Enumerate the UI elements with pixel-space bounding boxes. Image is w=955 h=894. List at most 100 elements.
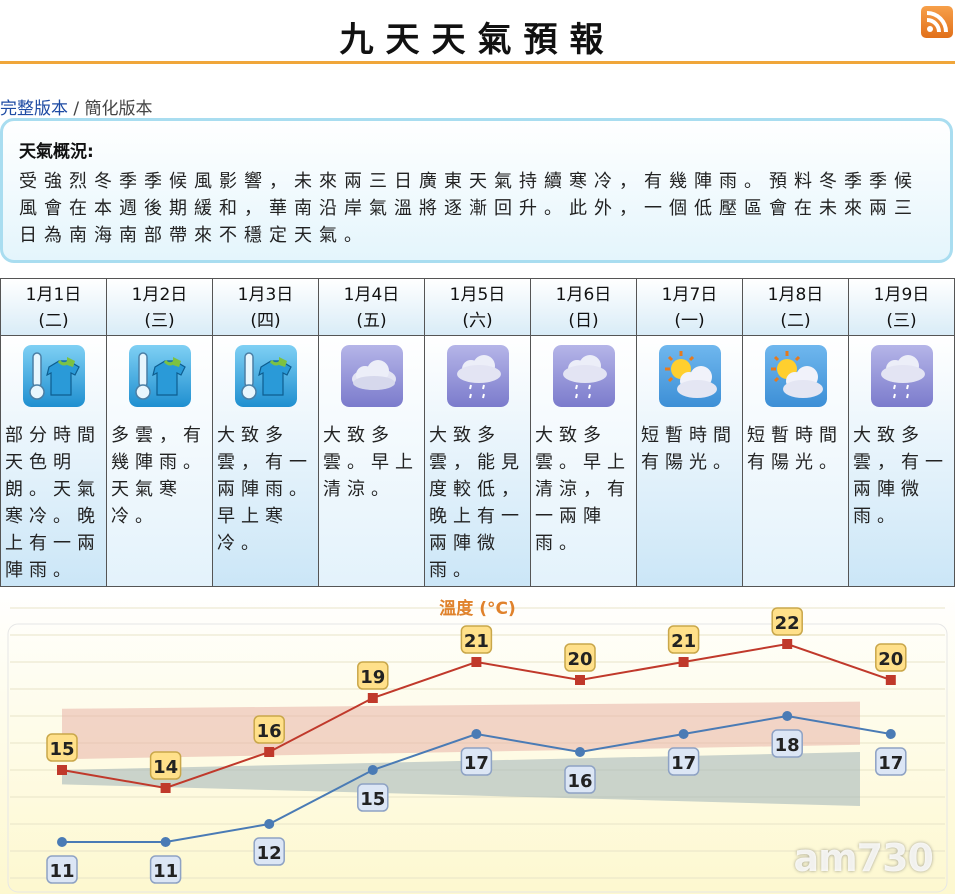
day-header: 1月6日 (日) bbox=[531, 279, 636, 336]
day-description: 部分時間天色明朗。天氣寒冷。晚上有一兩陣雨。 bbox=[5, 425, 101, 581]
day-weekday: (二) bbox=[780, 311, 811, 331]
day-weekday: (一) bbox=[674, 311, 705, 331]
day-header: 1月9日 (三) bbox=[849, 279, 954, 336]
day-column: 1月2日 (三) 多雲，有幾陣雨。天氣寒冷。 bbox=[107, 279, 213, 586]
min-temp-label-box bbox=[875, 747, 907, 776]
min-temp-label: 16 bbox=[567, 771, 592, 792]
day-weekday: (二) bbox=[38, 311, 69, 331]
day-date: 1月3日 bbox=[237, 285, 294, 305]
min-temp-label: 12 bbox=[257, 843, 282, 864]
min-temp-point bbox=[678, 729, 689, 739]
weather-icon-wrap bbox=[1, 336, 106, 416]
day-date: 1月6日 bbox=[555, 285, 612, 305]
day-column: 1月3日 (四) 大致多雲，有一兩陣雨。早上寒冷。 bbox=[213, 279, 319, 586]
max-temp-label-box bbox=[564, 643, 596, 672]
day-description: 多雲，有幾陣雨。天氣寒冷。 bbox=[111, 425, 207, 527]
overview-text: 受強烈冬季季候風影響，未來兩三日廣東天氣持續寒冷，有幾陣雨。預料冬季季候風會在本… bbox=[19, 171, 919, 246]
day-body: 大致多雲。早上清涼，有一兩陣雨。 bbox=[531, 336, 636, 586]
max-temp-point bbox=[264, 747, 275, 757]
day-weekday: (五) bbox=[356, 311, 387, 331]
max-temp-label-box bbox=[149, 751, 182, 780]
day-body: 大致多雲。早上清涼。 bbox=[319, 336, 424, 586]
min-temp-point bbox=[471, 729, 482, 739]
temperature-chart: 15 14 16 19 21 20 21 22 20 11 11 12 15 17 16 17 18 17 溫度 … bbox=[0, 588, 955, 894]
weather-icon-wrap bbox=[849, 336, 954, 416]
day-date: 1月1日 bbox=[25, 285, 82, 305]
day-date: 1月2日 bbox=[131, 285, 188, 305]
day-body: 大致多雲，有一兩陣微雨。 bbox=[849, 336, 954, 586]
min-temp-point bbox=[160, 837, 171, 847]
min-temp-range-band bbox=[62, 752, 860, 806]
day-column: 1月4日 (五) 大致多雲。早上清涼。 bbox=[319, 279, 425, 586]
min-temp-label-box bbox=[253, 837, 285, 866]
max-temp-point bbox=[57, 765, 67, 775]
chart-frame bbox=[7, 623, 948, 893]
min-temp-point bbox=[782, 711, 793, 721]
day-date: 1月4日 bbox=[343, 285, 400, 305]
min-temp-label: 17 bbox=[464, 753, 489, 774]
day-weekday: (六) bbox=[462, 311, 493, 331]
day-column: 1月9日 (三) 大致多雲，有一兩陣微雨。 bbox=[849, 279, 955, 586]
min-temp-point bbox=[575, 747, 585, 757]
chart-title: 溫度 (°C) bbox=[439, 599, 516, 619]
watermark-logo: am730 bbox=[793, 836, 934, 880]
day-header: 1月5日 (六) bbox=[425, 279, 530, 336]
max-temp-label: 22 bbox=[775, 613, 800, 634]
simple-version-label[interactable]: 簡化版本 bbox=[84, 99, 153, 119]
min-temp-point bbox=[885, 729, 896, 739]
min-temp-label: 15 bbox=[360, 789, 385, 810]
max-temp-label: 16 bbox=[257, 721, 282, 742]
cloudy-icon bbox=[340, 345, 403, 407]
sunny-periods-icon bbox=[764, 345, 827, 407]
max-temp-label: 21 bbox=[671, 631, 696, 652]
full-version-link[interactable]: 完整版本 bbox=[0, 99, 68, 119]
day-body: 短暫時間有陽光。 bbox=[743, 336, 848, 586]
day-header: 1月2日 (三) bbox=[107, 279, 212, 336]
page-title: 九天天氣預報 bbox=[339, 20, 616, 60]
min-temp-point bbox=[57, 837, 67, 847]
min-temp-label-box bbox=[771, 729, 803, 758]
max-temp-label-box bbox=[46, 733, 78, 762]
day-description: 大致多雲。早上清涼，有一兩陣雨。 bbox=[535, 425, 631, 554]
overview-heading: 天氣概況: bbox=[19, 142, 94, 162]
weather-icon-wrap bbox=[319, 336, 424, 416]
weather-icon-wrap bbox=[213, 336, 318, 416]
version-switch: 完整版本 / 簡化版本 bbox=[0, 94, 153, 119]
day-date: 1月7日 bbox=[661, 285, 718, 305]
max-temp-label: 19 bbox=[360, 667, 385, 688]
min-temp-label-box bbox=[564, 765, 596, 794]
weather-icon-wrap bbox=[425, 336, 530, 416]
cold-icon bbox=[22, 345, 85, 407]
min-temp-point bbox=[264, 819, 275, 829]
day-column: 1月6日 (日) 大致多雲。早上清涼，有一兩陣雨。 bbox=[531, 279, 637, 586]
weather-icon-wrap bbox=[531, 336, 636, 416]
day-description: 大致多雲。早上清涼。 bbox=[323, 425, 419, 500]
min-temp-label: 17 bbox=[671, 753, 696, 774]
max-temp-label-box bbox=[667, 625, 700, 654]
rss-icon[interactable] bbox=[921, 6, 953, 38]
day-date: 1月9日 bbox=[873, 285, 930, 305]
min-temp-label: 11 bbox=[49, 861, 74, 882]
day-column: 1月5日 (六) 大致多雲，能見度較低，晚上有一兩陣微雨。 bbox=[425, 279, 531, 586]
forecast-grid: 1月1日 (二) 部分時間天色明朗。天氣寒冷。晚上有一兩陣雨。 1月2日 (三) 多雲，有… bbox=[0, 278, 955, 587]
rain-icon bbox=[552, 345, 615, 407]
day-description: 大致多雲，能見度較低，晚上有一兩陣微雨。 bbox=[429, 425, 525, 581]
max-temp-point bbox=[160, 783, 171, 793]
day-description: 大致多雲，有一兩陣微雨。 bbox=[853, 425, 949, 527]
day-header: 1月1日 (二) bbox=[1, 279, 106, 336]
cold-icon bbox=[128, 345, 191, 407]
weather-icon-wrap bbox=[743, 336, 848, 416]
max-temp-label-box bbox=[771, 607, 803, 636]
sunny-periods-icon bbox=[658, 345, 721, 407]
day-header: 1月3日 (四) bbox=[213, 279, 318, 336]
max-temp-point bbox=[782, 639, 793, 649]
max-temp-label-box bbox=[357, 661, 389, 690]
min-temp-label-box bbox=[357, 783, 389, 812]
weather-overview-panel: 天氣概況: 受強烈冬季季候風影響，未來兩三日廣東天氣持續寒冷，有幾陣雨。預料冬季… bbox=[0, 118, 953, 263]
day-weekday: (三) bbox=[144, 311, 175, 331]
page-header: 九天天氣預報 bbox=[0, 0, 955, 64]
day-header: 1月7日 (一) bbox=[637, 279, 742, 336]
day-body: 短暫時間有陽光。 bbox=[637, 336, 742, 586]
rain-icon bbox=[446, 345, 509, 407]
version-separator: / bbox=[73, 99, 80, 119]
